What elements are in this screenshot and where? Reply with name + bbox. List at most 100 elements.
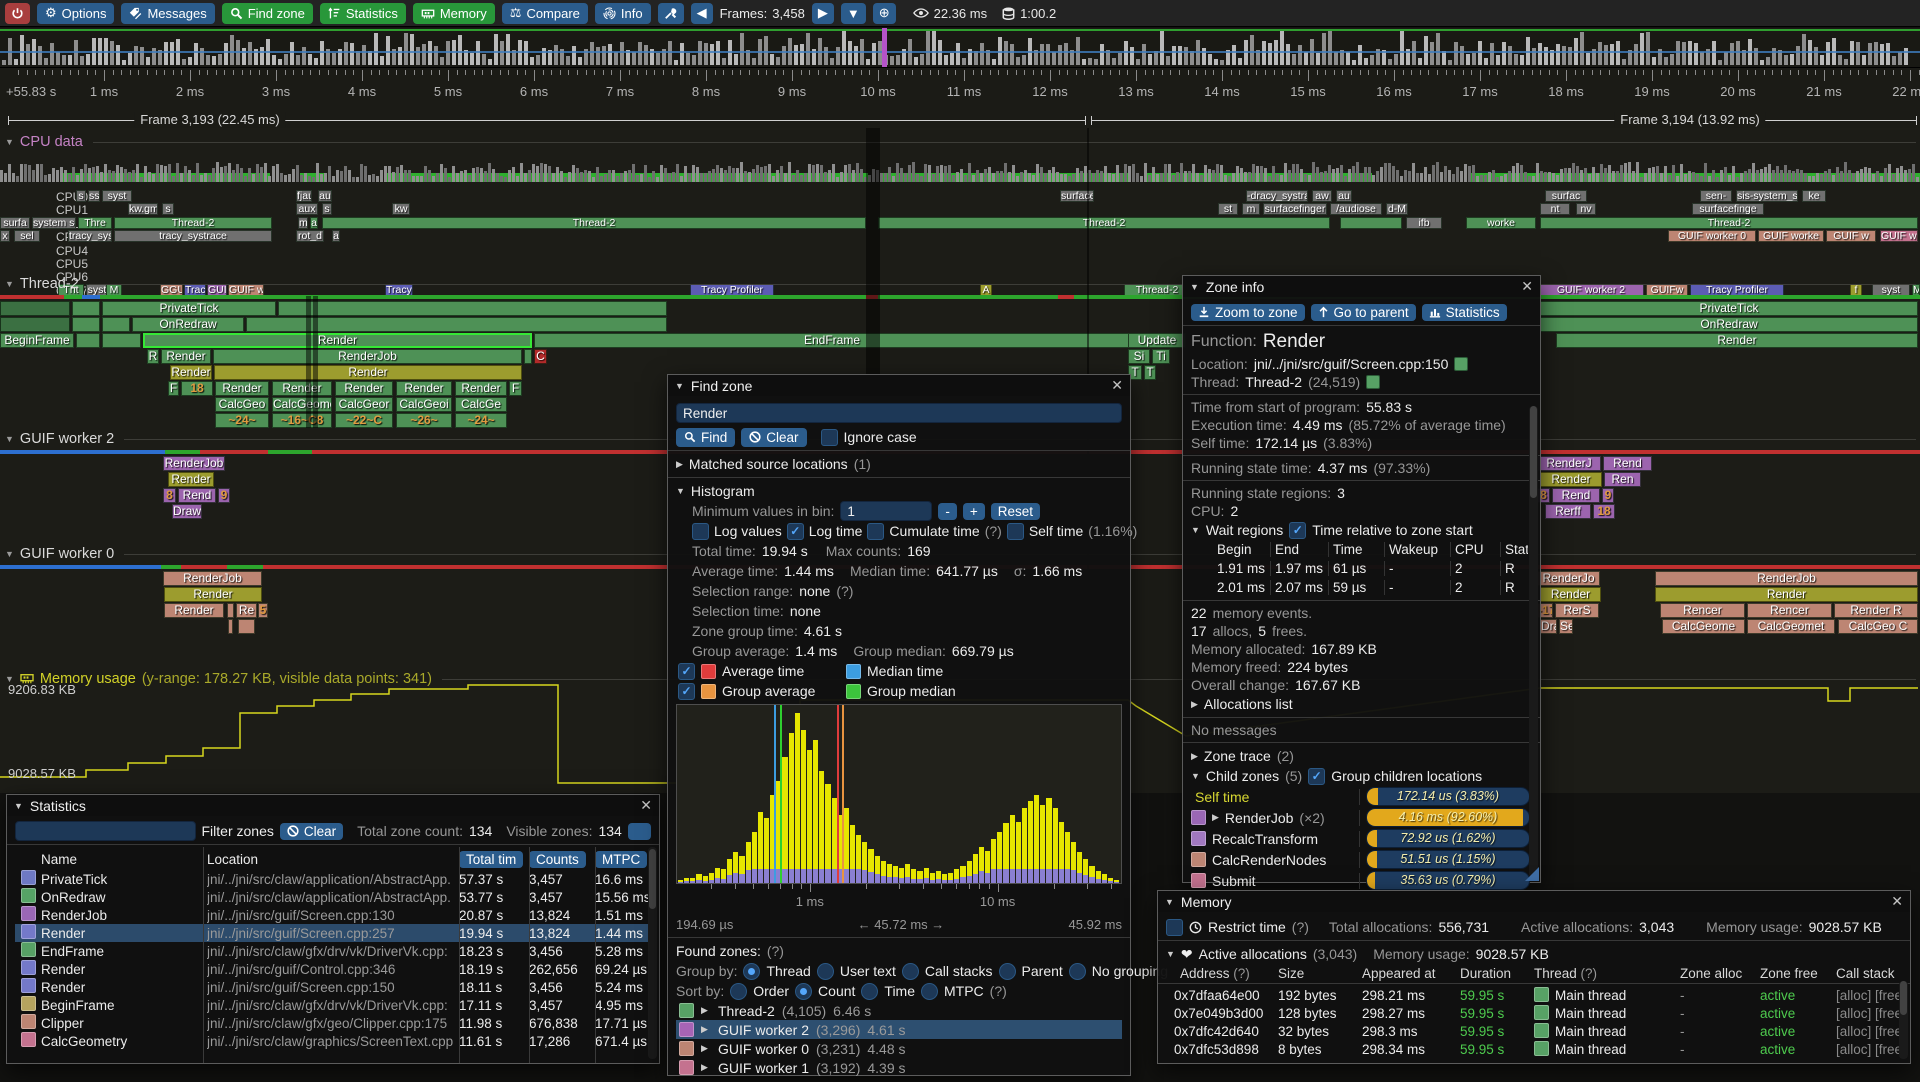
frame-bar[interactable] <box>950 53 954 65</box>
frame-bar[interactable] <box>560 49 564 65</box>
histogram-bar[interactable] <box>997 832 1003 883</box>
cpu-zone[interactable]: rot_d <box>296 230 324 243</box>
frame-bar[interactable] <box>1202 48 1206 65</box>
zone[interactable]: Render <box>214 365 522 380</box>
frame-bar[interactable] <box>1358 45 1362 65</box>
zone[interactable]: Si <box>1128 349 1150 364</box>
column-address[interactable]: Address <box>1180 965 1230 981</box>
frame-bar[interactable] <box>740 33 744 65</box>
log-time-checkbox[interactable] <box>786 522 804 540</box>
cpu-zone[interactable]: Thread-2 <box>1540 216 1918 229</box>
cpu-data-header[interactable]: ▼ CPU data <box>5 134 1920 150</box>
frame-bar[interactable] <box>848 41 852 65</box>
child-zone-row[interactable]: RecalcTransform 72.92 us (1.62%) <box>1191 828 1532 849</box>
frame-bar[interactable] <box>1268 43 1272 65</box>
frame-bar[interactable] <box>1496 55 1500 65</box>
frame-bar[interactable] <box>650 49 654 65</box>
expand-icon[interactable]: ▶ <box>676 458 683 469</box>
zone-info-window[interactable]: ▼ Zone info ✕ Zoom to zone Go to parent … <box>1182 275 1541 890</box>
frame-bar[interactable] <box>1868 43 1872 65</box>
cpu-zone[interactable]: s <box>162 203 174 216</box>
zone[interactable]: PrivateTick <box>102 301 276 316</box>
frame-bar[interactable] <box>1406 49 1410 65</box>
collapse-icon[interactable]: ▼ <box>1166 949 1175 959</box>
frame-bar[interactable] <box>158 50 162 65</box>
frame-bar[interactable] <box>1346 52 1350 65</box>
frame-bar[interactable] <box>242 48 246 65</box>
histogram-bar[interactable] <box>1015 822 1021 883</box>
zone[interactable]: Render <box>272 381 332 396</box>
radio-count[interactable] <box>795 982 813 1000</box>
histogram-bar[interactable] <box>935 871 942 883</box>
frame-bar[interactable] <box>482 54 486 65</box>
frame-bar[interactable] <box>1262 41 1266 65</box>
collapse-icon[interactable]: ▼ <box>5 137 14 147</box>
zone[interactable]: Rend <box>1552 488 1600 503</box>
cpu-zone[interactable]: surfa <box>0 216 30 229</box>
frame-bar[interactable] <box>344 42 348 65</box>
cell-cs[interactable]: [alloc] [free] <box>1836 1041 1902 1057</box>
histogram-bar[interactable] <box>714 868 720 883</box>
zone[interactable]: Dra <box>1540 619 1557 634</box>
decrease-button[interactable]: - <box>938 502 957 520</box>
zone[interactable]: ~22~C <box>335 413 393 428</box>
frame-bar[interactable] <box>1136 59 1140 65</box>
frame-bar[interactable] <box>1862 55 1866 65</box>
frame-bar[interactable] <box>362 45 366 65</box>
frame-bar[interactable] <box>1472 53 1476 65</box>
frame-bar[interactable] <box>1400 31 1404 65</box>
histogram-bar[interactable] <box>763 818 770 883</box>
frame-bar[interactable] <box>1070 50 1074 65</box>
histogram-bar[interactable] <box>1058 822 1064 883</box>
frame-bar[interactable] <box>584 49 588 65</box>
histogram-bar[interactable] <box>690 878 696 883</box>
frame-bar[interactable] <box>608 44 612 65</box>
histogram-bar[interactable] <box>991 839 997 883</box>
frame-bar[interactable] <box>350 43 354 65</box>
show-avg-median-checkbox[interactable] <box>678 662 695 680</box>
zone[interactable]: CalcGeo C <box>1838 619 1918 634</box>
prev-frame-button[interactable]: ◀ <box>690 2 713 24</box>
zone[interactable]: Rerff <box>1545 504 1591 519</box>
frame-bar[interactable] <box>1232 45 1236 65</box>
frame-bar[interactable] <box>116 45 120 65</box>
cpu-zone[interactable]: aux <box>296 203 318 216</box>
histogram-bar[interactable] <box>1083 859 1089 883</box>
frame-bar[interactable] <box>1454 42 1458 65</box>
frame-bar[interactable] <box>1550 50 1554 65</box>
frame-bar[interactable] <box>1352 60 1356 65</box>
cpu-zone[interactable]: ss <box>88 190 100 202</box>
zone[interactable]: C <box>534 349 547 364</box>
column-appeared[interactable]: Appeared at <box>1362 965 1436 981</box>
histogram-bar[interactable] <box>1046 798 1052 883</box>
frame-bar[interactable] <box>1034 50 1038 65</box>
cpu-zone[interactable]: s <box>76 190 86 202</box>
cpu-zone[interactable]: surfacef <box>1060 190 1094 202</box>
child-zone-row[interactable]: ▶ RenderJob (×2) 4.16 ms (92.60%) <box>1191 807 1532 828</box>
relative-time-checkbox[interactable] <box>1289 521 1307 539</box>
frame-bar[interactable] <box>806 33 810 65</box>
frame-bar[interactable] <box>416 47 420 65</box>
frame-bar[interactable] <box>1856 42 1860 65</box>
frame-bar[interactable] <box>1484 58 1488 65</box>
cpu-zone[interactable]: st <box>1218 203 1238 216</box>
frame-bar[interactable] <box>722 58 726 65</box>
zone[interactable]: ~24~ <box>215 413 269 428</box>
memory-window[interactable]: ▼ Memory ✕ Restrict time (?) Total alloc… <box>1157 890 1911 1064</box>
zone[interactable]: Render <box>215 381 269 396</box>
frame-bar[interactable] <box>152 48 156 65</box>
frame-bar[interactable] <box>464 50 468 65</box>
frame-bar[interactable] <box>1256 50 1260 65</box>
frame-bar[interactable] <box>896 55 900 65</box>
close-icon[interactable]: ✕ <box>1891 893 1903 909</box>
radio-time[interactable] <box>861 982 879 1000</box>
frame-bar[interactable] <box>956 43 960 65</box>
frame-bar[interactable] <box>290 42 294 65</box>
frame-bar[interactable] <box>548 50 552 65</box>
frame-bar[interactable] <box>1088 58 1092 65</box>
matched-locations-row[interactable]: ▶ Matched source locations (1) <box>676 456 871 472</box>
histogram-bar[interactable] <box>813 740 819 883</box>
radio-order[interactable] <box>730 982 748 1000</box>
radio-call-stacks[interactable] <box>901 962 919 980</box>
frame-bar[interactable] <box>1304 52 1308 65</box>
